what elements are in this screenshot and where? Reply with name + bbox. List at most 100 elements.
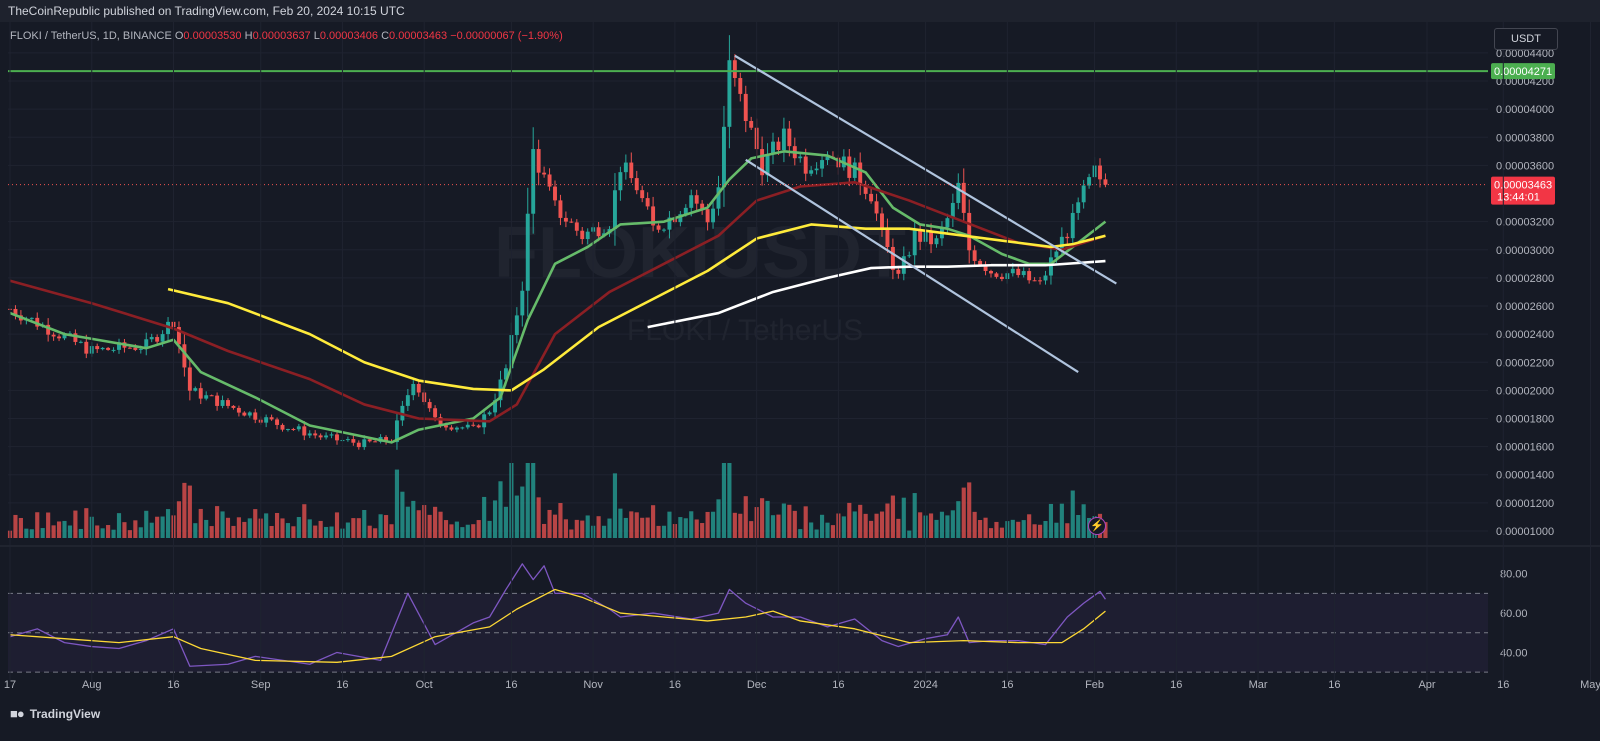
candle-body — [612, 190, 617, 230]
currency-button[interactable]: USDT — [1494, 28, 1558, 50]
candle-body — [78, 341, 83, 343]
volume-bar — [710, 511, 716, 538]
volume-bar — [961, 487, 966, 538]
volume-bar — [465, 524, 470, 538]
candle-body — [918, 230, 923, 242]
volume-bar — [907, 530, 912, 538]
candle-body — [29, 317, 34, 319]
price-axis-label: 0.00002000 — [1496, 385, 1554, 397]
last-price-tag — [1491, 176, 1555, 205]
candle-body — [999, 276, 1004, 280]
volume-bar — [988, 528, 994, 538]
resistance-price-tag — [1491, 63, 1555, 80]
volume-bar — [1027, 514, 1032, 538]
volume-bar — [629, 511, 634, 538]
volume-bar — [1065, 523, 1070, 538]
candle-body — [269, 417, 274, 420]
volume-bar — [443, 520, 449, 538]
volume-bar — [640, 517, 645, 538]
chart-area[interactable]: FLOKIUSDT FLOKI / TetherUS 0.00004400 0.000… — [0, 22, 1600, 720]
time-axis-label: 2024 — [913, 679, 937, 691]
time-axis-label: Mar — [1249, 679, 1268, 691]
price-axis-label: 0.00003600 — [1496, 160, 1554, 172]
price-axis-label: 0.00001000 — [1496, 526, 1554, 538]
candle-body — [226, 400, 230, 406]
candle-body — [51, 334, 56, 337]
volume-bar — [869, 520, 874, 538]
volume-bar — [776, 514, 781, 538]
rsi-axis-label: 40.00 — [1500, 647, 1528, 659]
candle-body — [852, 162, 857, 178]
rsi-ma-line — [9, 588, 1106, 663]
volume-bar — [160, 516, 165, 538]
volume-bar — [449, 524, 454, 538]
candle-body — [901, 256, 906, 274]
symbol-legend: FLOKI / TetherUS, 1D, BINANCE O0.0000353… — [10, 30, 563, 42]
volume-bar — [661, 525, 667, 538]
candle-body — [678, 214, 683, 223]
volume-bar — [165, 509, 171, 538]
volume-bar — [956, 501, 961, 538]
price-axis-label: 0.00002800 — [1496, 273, 1554, 285]
time-axis-label: 16 — [336, 679, 348, 691]
moving-average-line-4 — [647, 259, 1106, 329]
volume-bar — [193, 523, 198, 538]
time-axis-label: 16 — [1170, 679, 1182, 691]
volume-bar — [716, 499, 721, 538]
volume-bar — [585, 515, 590, 538]
last-price-tag-text: 0.00003463 — [1494, 180, 1552, 192]
candle-body — [994, 273, 999, 277]
candle-body — [242, 412, 247, 416]
candle-body — [204, 395, 209, 399]
time-axis-label: 16 — [167, 679, 179, 691]
volume-bar — [122, 522, 127, 538]
volume-bar — [73, 510, 78, 538]
volume-bar — [198, 508, 203, 538]
volume-bar — [433, 506, 438, 538]
candle-body — [847, 156, 852, 178]
candle-body — [220, 400, 225, 406]
volume-bar — [803, 506, 808, 538]
tradingview-logo[interactable]: ■● TradingView — [10, 706, 100, 721]
volume-bar — [765, 500, 770, 538]
candle-body — [743, 93, 748, 122]
volume-bar — [1054, 522, 1059, 538]
volume-bar — [596, 516, 601, 538]
symbol-pair[interactable]: FLOKI / TetherUS, 1D, BINANCE — [10, 30, 172, 42]
candle-body — [580, 230, 585, 240]
candle-body — [950, 202, 955, 219]
volume-bar — [683, 518, 688, 538]
candle-body — [574, 222, 579, 231]
volume-bar — [215, 506, 220, 538]
candle-body — [62, 334, 67, 339]
candle-body — [781, 128, 786, 151]
candle-body — [356, 442, 361, 448]
volume-bar — [389, 524, 394, 538]
publisher-bar: TheCoinRepublic published on TradingView… — [0, 0, 1600, 22]
candle-body — [885, 227, 890, 247]
candle-body — [1016, 268, 1021, 276]
time-axis-label: 16 — [1001, 679, 1013, 691]
volume-bar — [928, 513, 934, 538]
volume-bar — [1021, 520, 1026, 538]
candle-body — [651, 206, 656, 226]
volume-bar — [242, 521, 247, 538]
volume-bar — [781, 503, 786, 538]
time-axis-label: Aug — [82, 679, 102, 691]
time-axis-label: 16 — [669, 679, 681, 691]
volume-bar — [362, 510, 367, 538]
lightning-icon[interactable]: ⚡ — [1088, 517, 1106, 535]
volume-bar — [133, 520, 138, 538]
candle-body — [433, 408, 438, 418]
candle-body — [231, 405, 236, 408]
volume-bar — [563, 519, 568, 538]
volume-bar — [209, 526, 214, 538]
volume-bar — [247, 518, 252, 538]
price-chart[interactable]: FLOKIUSDT FLOKI / TetherUS 0.00004400 0.000… — [0, 22, 1600, 720]
candle-body — [127, 347, 132, 349]
volume-bar — [792, 510, 797, 538]
volume-bar — [732, 512, 737, 538]
candle-body — [187, 367, 192, 391]
candle-body — [945, 218, 950, 228]
candle-body — [247, 412, 252, 416]
